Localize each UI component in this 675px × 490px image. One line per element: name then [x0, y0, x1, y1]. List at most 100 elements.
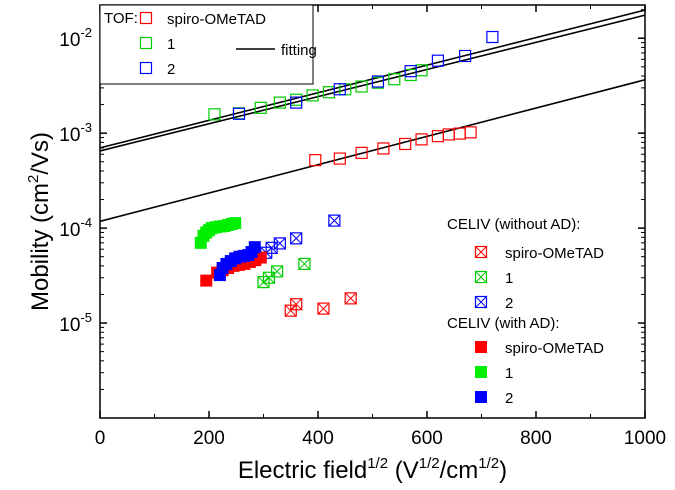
x-axis-label: Electric field1/2 (V1/2/cm1/2) — [238, 455, 507, 484]
celiv-legend-marker — [475, 366, 487, 378]
data-point-tof-1 — [254, 101, 267, 114]
marker-square — [474, 295, 488, 309]
marker-square — [474, 245, 488, 259]
data-point-celiv-ad-2 — [248, 241, 261, 254]
x-tick-label: 600 — [411, 428, 443, 449]
marker-cross — [290, 232, 303, 245]
data-points — [194, 30, 499, 317]
data-point-tof-spiro — [415, 133, 428, 146]
marker-square — [290, 232, 303, 245]
data-point-tof-2 — [290, 96, 303, 109]
marker-square — [399, 137, 412, 151]
x-tick-label: 200 — [193, 428, 225, 449]
marker-square — [265, 241, 278, 254]
marker-cross — [284, 304, 297, 317]
marker-square — [355, 80, 368, 93]
celiv-legend-label: 1 — [505, 270, 513, 287]
data-point-celiv-ad-spiro — [200, 274, 213, 287]
marker-square — [309, 154, 322, 167]
data-point-celiv-ad-1 — [229, 217, 242, 230]
y-tick-label: 10-4 — [59, 215, 92, 241]
marker-cross — [263, 271, 275, 284]
marker-cross — [328, 214, 341, 227]
marker-square — [371, 75, 385, 88]
marker-square — [229, 217, 242, 230]
tof-legend: TOF: spiro-OMeTAD 1 2 fitting — [99, 4, 317, 85]
marker-cross — [475, 296, 487, 308]
fit-line-fit-spiro — [99, 79, 646, 223]
marker-square — [232, 107, 246, 120]
data-point-celiv-noad-1 — [271, 265, 284, 278]
data-point-celiv-noad-1 — [262, 271, 276, 284]
data-point-tof-1 — [355, 80, 368, 93]
celiv-legend-marker — [475, 391, 487, 403]
celiv-legend-label: 1 — [505, 365, 513, 382]
marker-square — [208, 108, 221, 121]
tof-legend-label: spiro-OMeTAD — [167, 11, 266, 28]
marker-square — [431, 54, 444, 67]
tof-legend-marker — [139, 11, 153, 25]
marker-square — [139, 61, 153, 75]
x-tick-label: 400 — [302, 428, 334, 449]
marker-square — [333, 152, 346, 165]
marker-square — [298, 257, 311, 270]
celiv-legend-title-with-ad: CELIV (with AD): — [447, 315, 560, 332]
marker-square — [273, 237, 286, 250]
y-tick-label: 10-3 — [59, 120, 92, 146]
data-point-tof-1 — [273, 96, 286, 109]
tof-legend-fitting-label: fitting — [281, 42, 317, 59]
marker-square — [475, 391, 487, 403]
celiv-legend: CELIV (without AD): CELIV (with AD): spi… — [447, 216, 604, 407]
marker-cross — [475, 271, 487, 283]
marker-square — [404, 65, 417, 78]
marker-cross — [317, 302, 330, 315]
y-axis-label: Mobility (cm2/Vs) — [25, 132, 54, 311]
data-point-tof-2 — [232, 107, 246, 120]
data-point-celiv-noad-2 — [265, 241, 278, 254]
data-point-celiv-noad-spiro — [290, 298, 303, 311]
marker-cross — [475, 246, 487, 258]
marker-square — [306, 89, 319, 102]
tof-legend-label: 2 — [167, 61, 175, 78]
data-point-tof-2 — [404, 65, 417, 78]
tof-legend-label: 1 — [167, 36, 175, 53]
marker-square — [377, 142, 390, 155]
marker-square — [328, 214, 341, 227]
data-point-celiv-noad-spiro — [344, 292, 357, 305]
tof-legend-marker — [139, 36, 153, 50]
marker-square — [459, 49, 472, 63]
data-point-tof-2 — [333, 83, 346, 96]
data-point-tof-2 — [371, 75, 385, 88]
data-point-tof-1 — [388, 73, 401, 86]
celiv-legend-title-without-ad: CELIV (without AD): — [447, 216, 580, 233]
marker-cross — [273, 237, 286, 250]
tof-legend-box — [99, 4, 314, 85]
marker-cross — [298, 258, 311, 270]
marker-square — [344, 292, 357, 305]
marker-cross — [271, 265, 283, 278]
x-tick-label: 0 — [95, 428, 106, 449]
tof-legend-marker — [139, 61, 153, 75]
marker-square — [453, 127, 466, 140]
data-point-tof-spiro — [464, 126, 477, 139]
y-tick-label: 10-5 — [59, 310, 92, 336]
celiv-legend-marker — [474, 295, 488, 309]
data-point-tof-spiro — [377, 142, 390, 155]
x-tick-label: 800 — [520, 428, 552, 449]
data-point-tof-1 — [306, 89, 319, 102]
celiv-legend-label: 2 — [505, 390, 513, 407]
marker-square — [317, 302, 330, 315]
data-point-tof-spiro — [309, 154, 322, 167]
marker-cross — [290, 298, 303, 311]
marker-square — [464, 126, 477, 139]
celiv-legend-label: 2 — [505, 295, 513, 312]
marker-square — [474, 270, 488, 284]
marker-square — [200, 274, 213, 287]
marker-cross — [344, 292, 357, 305]
axes: 0 200 400 600 800 1000 10-2 10-3 10-4 10-5 — [59, 5, 666, 449]
celiv-legend-marker — [475, 341, 487, 353]
celiv-legend-marker — [474, 270, 488, 284]
data-point-tof-spiro — [333, 152, 346, 165]
data-point-celiv-noad-2 — [273, 237, 286, 250]
